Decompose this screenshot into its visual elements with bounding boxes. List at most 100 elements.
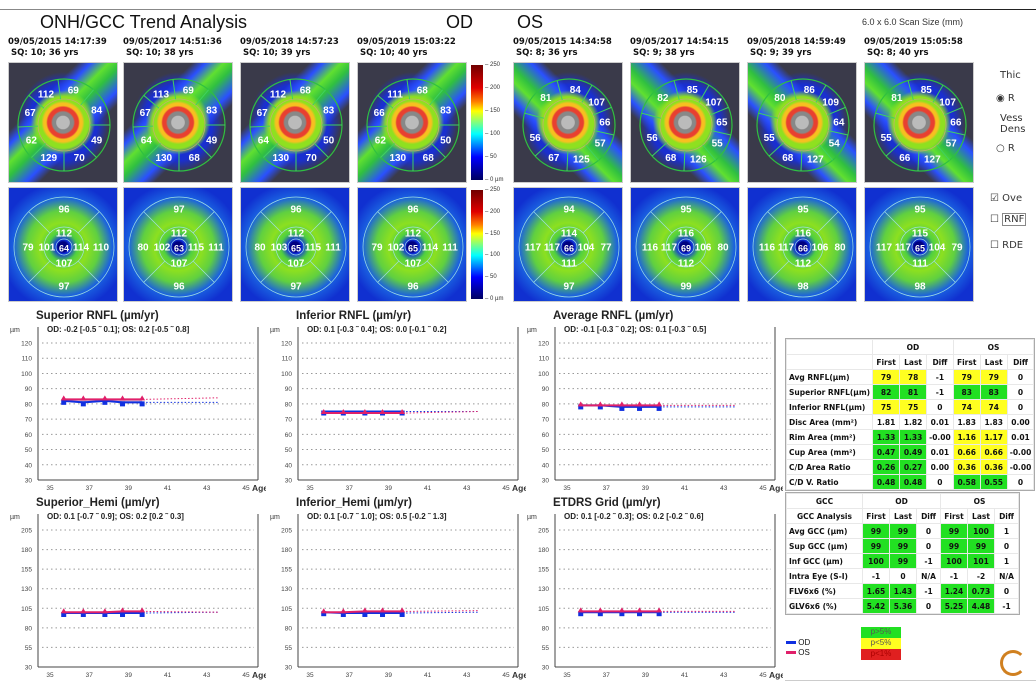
grid-divider: [426, 260, 449, 283]
od-gcc-thickness-map[interactable]: 96 112 79 102 65 114 111 107 96: [357, 187, 467, 302]
os-data-point[interactable]: [577, 401, 584, 407]
os-data-point[interactable]: [399, 607, 406, 613]
rde-checkbox[interactable]: ☐ RDE: [990, 240, 1024, 251]
os-data-point[interactable]: [101, 395, 108, 401]
sector-divider: [133, 125, 154, 128]
os-data-point[interactable]: [361, 409, 368, 415]
od-data-point[interactable]: [399, 611, 405, 617]
os-data-point[interactable]: [80, 395, 87, 401]
os-data-point[interactable]: [656, 401, 663, 407]
os-data-point[interactable]: [60, 608, 67, 614]
os-data-point[interactable]: [577, 607, 584, 613]
os-rnfl-thickness-map[interactable]: 85 107 66 57 127 66 55 81: [864, 62, 974, 183]
os-data-point[interactable]: [597, 607, 604, 613]
etdrs-sector-value: 65: [915, 244, 925, 254]
od-data-point[interactable]: [597, 611, 603, 617]
colorbar-label: – 100: [485, 252, 501, 259]
os-data-point[interactable]: [320, 608, 327, 614]
od-data-point[interactable]: [80, 611, 86, 617]
os-rnfl-thickness-map[interactable]: 86 109 64 54 127 68 55 80: [747, 62, 857, 183]
y-tick-label: 180: [281, 547, 292, 554]
od-data-point[interactable]: [120, 611, 126, 617]
os-gcc-thickness-map[interactable]: 95 115 117 117 65 104 79 111 98: [864, 187, 974, 302]
sector-divider: [826, 106, 846, 116]
od-data-point[interactable]: [597, 404, 603, 410]
os-data-point[interactable]: [656, 607, 663, 613]
os-data-point[interactable]: [119, 607, 126, 613]
os-data-point[interactable]: [636, 401, 643, 407]
od-data-point[interactable]: [120, 401, 126, 407]
os-data-point[interactable]: [379, 607, 386, 613]
os-data-point[interactable]: [399, 409, 406, 415]
vessel-density-radio[interactable]: ○ R: [996, 143, 1015, 154]
os-data-point[interactable]: [340, 409, 347, 415]
grid-ring: [677, 238, 695, 256]
od-data-point[interactable]: [656, 405, 662, 411]
thickness-radio[interactable]: ◉ R: [996, 93, 1015, 104]
os-data-point[interactable]: [636, 607, 643, 613]
od-gcc-thickness-map[interactable]: 96 112 79 101 64 114 110 107 97: [8, 187, 118, 302]
sector-divider: [431, 143, 446, 158]
os-data-point[interactable]: [139, 395, 146, 401]
od-data-point[interactable]: [139, 611, 145, 617]
os-data-point[interactable]: [361, 607, 368, 613]
grid-divider: [933, 260, 956, 283]
os-data-point[interactable]: [119, 395, 126, 401]
od-data-point[interactable]: [637, 611, 643, 617]
sector-thickness-value: 67: [257, 108, 269, 119]
etdrs-sector-value: 66: [564, 244, 574, 254]
os-gcc-thickness-map[interactable]: 95 116 116 117 66 106 80 112 98: [747, 187, 857, 302]
od-gcc-thickness-map[interactable]: 97 112 80 102 63 115 111 107 96: [123, 187, 233, 302]
os-data-point[interactable]: [618, 607, 625, 613]
os-data-point[interactable]: [320, 409, 327, 415]
od-data-point[interactable]: [340, 611, 346, 617]
sector-divider: [260, 95, 277, 109]
y-tick-label: 100: [538, 371, 549, 378]
y-tick-label: 105: [281, 606, 292, 613]
table-row: GLV6x6 (%) 5.42 5.36 0 5.25 4.48 -1: [786, 598, 1019, 614]
od-data-point[interactable]: [139, 401, 145, 407]
os-data-point[interactable]: [597, 401, 604, 407]
os-data-point[interactable]: [340, 608, 347, 614]
od-rnfl-thickness-map[interactable]: 69 83 49 68 130 64 67 113: [123, 62, 233, 183]
od-data-point[interactable]: [61, 399, 67, 405]
os-data-point[interactable]: [379, 409, 386, 415]
od-data-point[interactable]: [321, 611, 327, 617]
os-header: OS: [952, 339, 1035, 355]
etdrs-sector-value: 103: [271, 243, 288, 254]
od-data-point[interactable]: [578, 611, 584, 617]
os-data-point[interactable]: [101, 608, 108, 614]
os-data-point[interactable]: [80, 608, 87, 614]
os-data-point[interactable]: [139, 607, 146, 613]
od-rnfl-thickness-map[interactable]: 68 83 50 68 130 62 66 111: [357, 62, 467, 183]
od-data-point[interactable]: [656, 611, 662, 617]
od-data-point[interactable]: [578, 404, 584, 410]
os-data-point[interactable]: [60, 395, 67, 401]
etdrs-sector-value: 104: [578, 243, 595, 254]
os-data-point[interactable]: [618, 401, 625, 407]
etdrs-sector-value: 98: [797, 282, 809, 293]
od-rnfl-thickness-map[interactable]: 68 83 50 70 130 64 67 112: [240, 62, 350, 183]
os-rnfl-thickness-map[interactable]: 85 107 65 55 126 68 56 82: [630, 62, 740, 183]
sector-thickness-value: 67: [548, 153, 560, 164]
os-gcc-thickness-map[interactable]: 95 116 116 117 69 106 80 112 99: [630, 187, 740, 302]
od-data-point[interactable]: [102, 611, 108, 617]
colorbar-label: – 200: [485, 85, 501, 91]
od-data-point[interactable]: [619, 405, 625, 411]
x-tick-label: 37: [603, 485, 611, 492]
overlay-checkbox[interactable]: ☑ Ove: [990, 193, 1023, 204]
od-data-point[interactable]: [619, 611, 625, 617]
od-data-point[interactable]: [380, 611, 386, 617]
od-data-point[interactable]: [61, 611, 67, 617]
os-rnfl-thickness-map[interactable]: 84 107 66 57 125 67 56 81: [513, 62, 623, 183]
grid-divider: [377, 260, 400, 283]
rnfl-checkbox[interactable]: ☐ RNF: [990, 213, 1027, 226]
os-gcc-thickness-map[interactable]: 94 114 117 117 66 104 77 111 97: [513, 187, 623, 302]
od-data-point[interactable]: [80, 401, 86, 407]
exam-sq-age: SQ: 10; 40 yrs: [359, 48, 428, 58]
od-data-point[interactable]: [362, 611, 368, 617]
od-gcc-thickness-map[interactable]: 96 112 80 103 65 115 111 107 97: [240, 187, 350, 302]
od-data-point[interactable]: [102, 399, 108, 405]
od-data-point[interactable]: [637, 405, 643, 411]
od-rnfl-thickness-map[interactable]: 69 84 49 70 129 62 67 112: [8, 62, 118, 183]
